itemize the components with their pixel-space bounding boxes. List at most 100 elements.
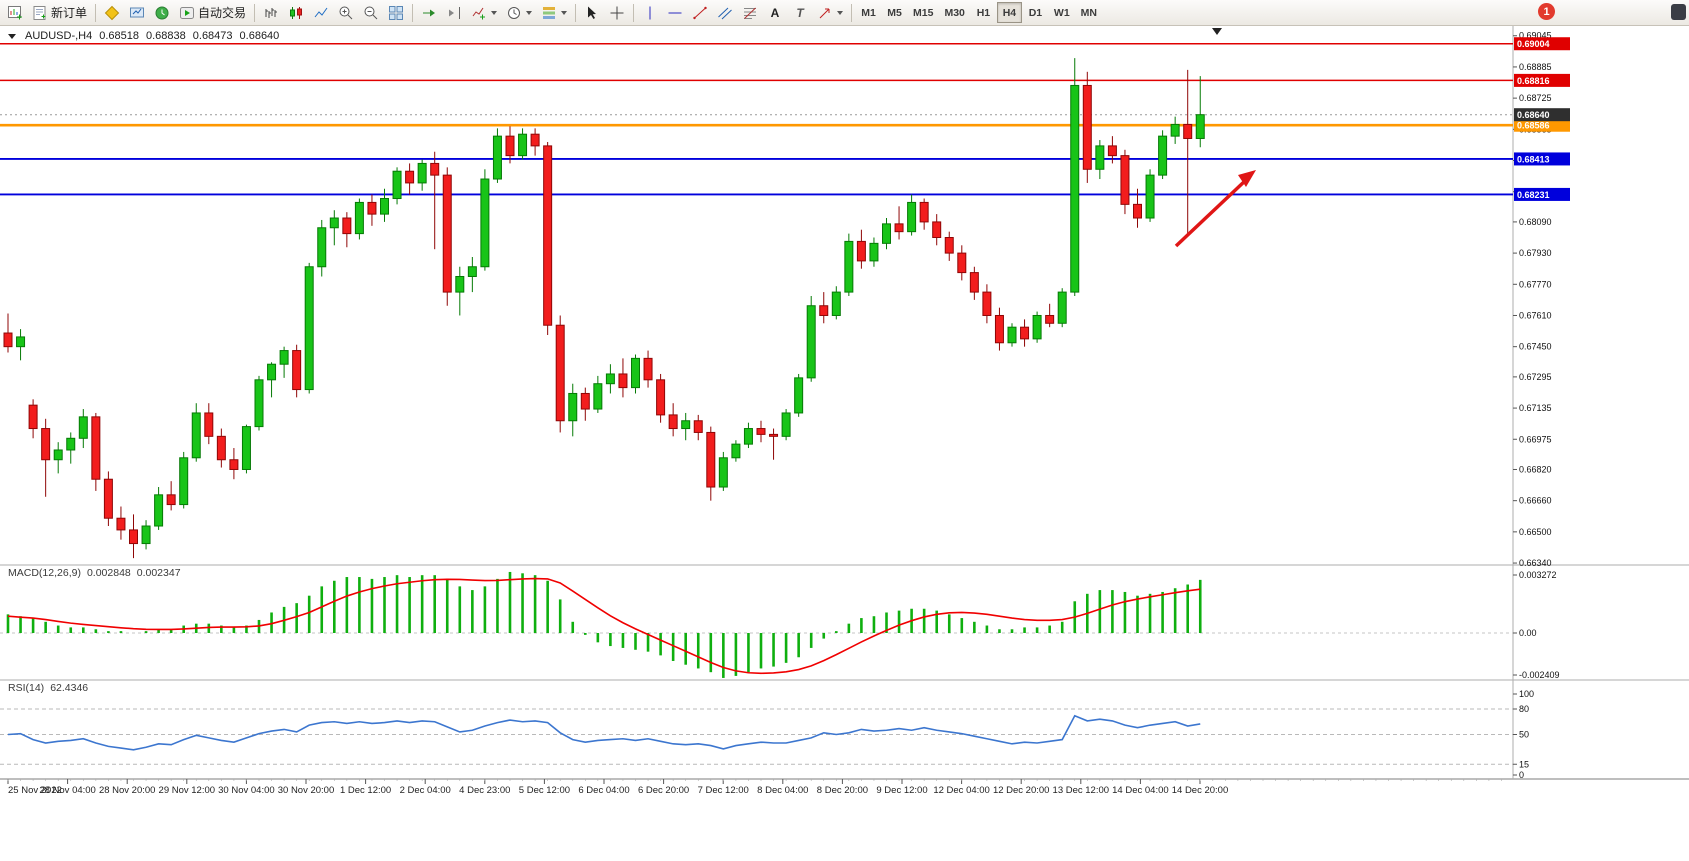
toolbar: 新订单 自动交易 <box>0 0 1689 26</box>
timeframe-button-d1[interactable]: D1 <box>1023 2 1048 23</box>
trendline-icon <box>693 6 707 19</box>
charts-button[interactable] <box>125 2 149 23</box>
timeframe-button-m5[interactable]: M5 <box>882 2 907 23</box>
candle-body <box>304 266 314 391</box>
price-badge-value: 0.69004 <box>1517 39 1550 49</box>
candle-body <box>831 291 841 316</box>
timeframe-button-w1[interactable]: W1 <box>1049 2 1075 23</box>
time-axis-label: 14 Dec 04:00 <box>1112 785 1169 796</box>
fibonacci-icon <box>744 7 757 19</box>
rsi-header: RSI(14) 62.4346 <box>8 682 88 694</box>
new-chart-button[interactable] <box>3 2 27 23</box>
trendline-button[interactable] <box>688 2 712 23</box>
time-axis-label: 30 Nov 04:00 <box>218 785 275 796</box>
bar-chart-button[interactable] <box>259 2 283 23</box>
tile-windows-button[interactable] <box>384 2 408 23</box>
chart-shift-button[interactable] <box>442 2 466 23</box>
quotes-button[interactable] <box>150 2 174 23</box>
templates-button[interactable] <box>537 2 571 23</box>
candlestick-icon <box>290 6 303 19</box>
candle-body <box>1195 114 1205 139</box>
zoom-out-button[interactable] <box>359 2 383 23</box>
ohlc-close: 0.68640 <box>239 30 280 42</box>
candle-body <box>806 305 816 379</box>
horizontal-line-icon <box>668 12 682 13</box>
channel-button[interactable] <box>713 2 737 23</box>
indicators-button[interactable] <box>467 2 501 23</box>
text-label-icon: T <box>796 6 805 20</box>
candle-body <box>969 272 979 293</box>
autotrading-button[interactable]: 自动交易 <box>175 2 250 23</box>
price-axis-label: 0.67295 <box>1519 372 1552 382</box>
arrows-button[interactable] <box>813 2 847 23</box>
candle-body <box>492 135 502 180</box>
new-chart-icon <box>8 5 22 19</box>
new-order-icon <box>33 5 46 20</box>
line-chart-icon <box>314 7 328 17</box>
auto-scroll-icon <box>423 9 436 16</box>
svg-text:A: A <box>771 6 780 20</box>
candle-body <box>367 201 377 215</box>
candle-body <box>543 145 553 326</box>
price-axis-label: 0.68885 <box>1519 62 1552 72</box>
fibonacci-button[interactable] <box>738 2 762 23</box>
candle-body <box>1145 174 1155 219</box>
tile-windows-icon <box>389 5 404 20</box>
time-axis-label: 5 Dec 12:00 <box>519 785 570 796</box>
autotrading-label: 自动交易 <box>198 6 247 20</box>
metaeditor-icon <box>104 5 120 20</box>
candle-body <box>455 275 465 293</box>
timeframe-button-mn[interactable]: MN <box>1076 2 1102 23</box>
timeframe-button-m1[interactable]: M1 <box>856 2 881 23</box>
candle-body <box>1057 291 1067 324</box>
candle-body <box>103 478 113 519</box>
text-label-button[interactable]: T <box>788 2 812 23</box>
candle-body <box>405 170 415 184</box>
candle-body <box>530 133 540 147</box>
auto-scroll-button[interactable] <box>417 2 441 23</box>
timeframe-button-h1[interactable]: H1 <box>971 2 996 23</box>
ohlc-open: 0.68518 <box>99 30 139 42</box>
annotation-arrow[interactable] <box>1174 178 1248 248</box>
crosshair-button[interactable] <box>605 2 629 23</box>
candlestick-button[interactable] <box>284 2 308 23</box>
price-axis-label: 0.67930 <box>1519 248 1552 258</box>
candle-body <box>354 201 364 235</box>
corner-icon <box>1671 4 1686 20</box>
candle-body <box>944 237 954 254</box>
bar-chart-icon <box>265 7 278 18</box>
timeframe-button-m30[interactable]: M30 <box>939 2 969 23</box>
candle-body <box>505 135 515 157</box>
candle-body <box>869 242 879 262</box>
new-order-button[interactable]: 新订单 <box>28 2 91 23</box>
horizontal-line-button[interactable] <box>663 2 687 23</box>
new-order-label: 新订单 <box>51 6 88 20</box>
price-badge-value: 0.68586 <box>1517 121 1550 131</box>
autotrading-icon <box>180 6 195 19</box>
quotes-icon <box>155 6 169 19</box>
vertical-line-button[interactable] <box>638 2 662 23</box>
price-axis-label: 0.69045 <box>1519 31 1552 41</box>
text-button[interactable]: A <box>763 2 787 23</box>
cursor-button[interactable] <box>580 2 604 23</box>
price-badge <box>1514 108 1570 122</box>
zoom-in-button[interactable] <box>334 2 358 23</box>
candle-body <box>216 435 226 461</box>
candle-body <box>480 178 490 268</box>
timeframe-button-m15[interactable]: M15 <box>908 2 938 23</box>
candle-body <box>1045 314 1055 324</box>
chart-end-marker <box>1212 28 1222 35</box>
notification-badge[interactable]: 1 <box>1538 3 1555 20</box>
timeframe-button-h4[interactable]: H4 <box>996 2 1022 23</box>
candle-body <box>568 392 578 422</box>
vertical-line-icon <box>649 6 651 19</box>
chart-title: AUDUSD-,H4 0.68518 0.68838 0.68473 0.686… <box>8 30 279 42</box>
candle-body <box>781 412 791 437</box>
time-axis-label: 1 Dec 12:00 <box>340 785 391 796</box>
periods-button[interactable] <box>502 2 536 23</box>
time-axis-label: 9 Dec 12:00 <box>876 785 927 796</box>
line-chart-button[interactable] <box>309 2 333 23</box>
candle-body <box>53 449 63 461</box>
metaeditor-button[interactable] <box>100 2 124 23</box>
